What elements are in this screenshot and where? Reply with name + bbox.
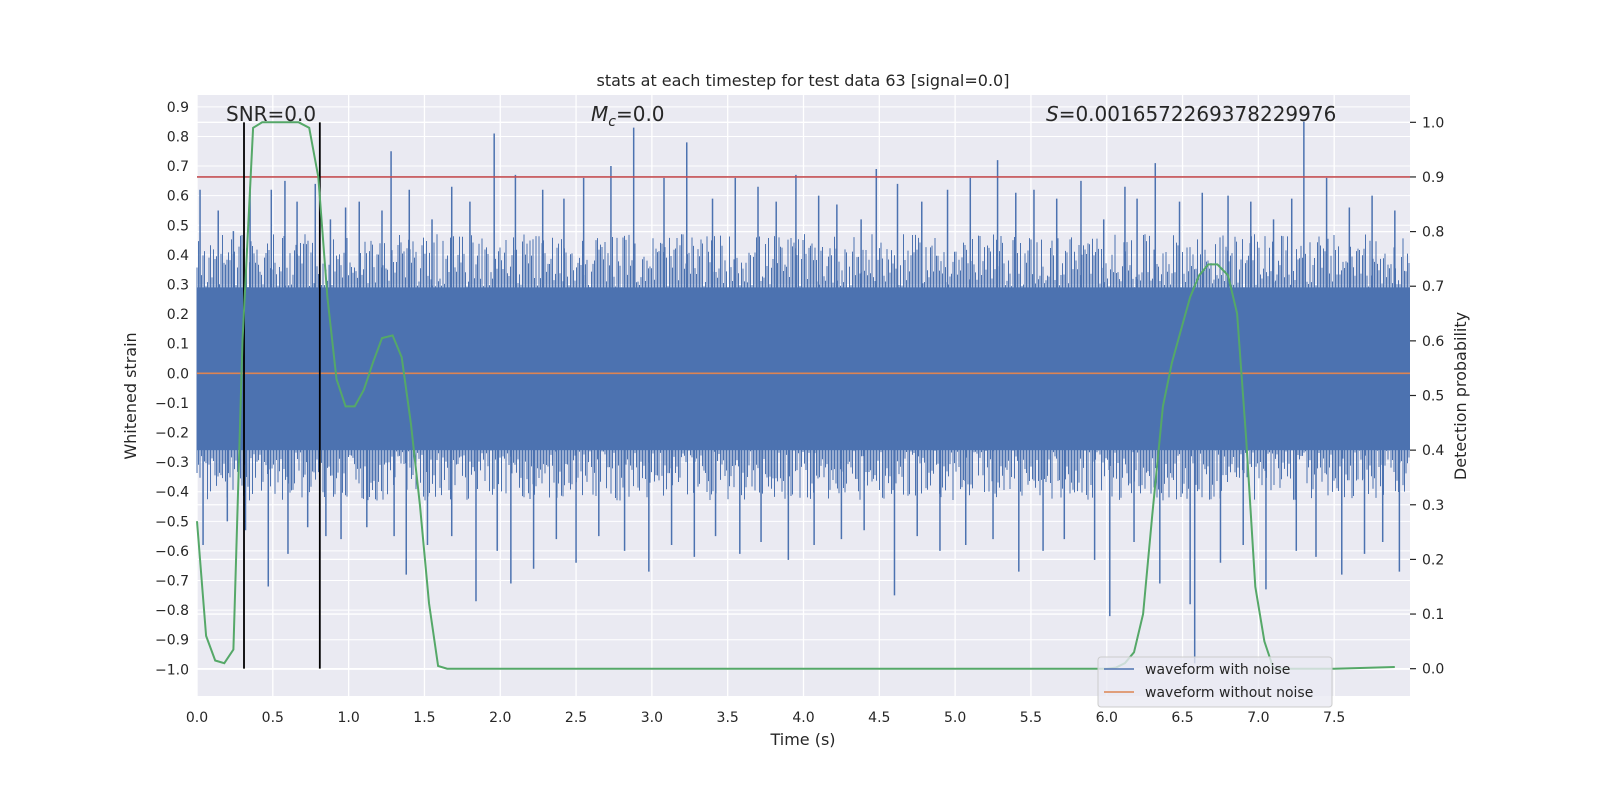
probability-line — [196, 121, 1395, 670]
y-left-tick-label: 0.5 — [167, 218, 189, 234]
chirp-mass-symbol: M — [591, 102, 608, 126]
y-right-tick-label: 0.9 — [1422, 170, 1444, 186]
x-tick-label: 0.5 — [262, 710, 284, 726]
x-tick-label: 2.5 — [565, 710, 587, 726]
score-symbol: S — [1046, 102, 1059, 126]
y-right-tick-label: 1.0 — [1422, 115, 1444, 131]
x-tick-label: 1.0 — [337, 710, 359, 726]
legend-box — [1097, 656, 1333, 708]
y-left-tick-label: 0.8 — [167, 129, 189, 145]
x-tick-label: 7.5 — [1323, 710, 1345, 726]
x-tick-label: 7.0 — [1247, 710, 1269, 726]
chart-title: stats at each timestep for test data 63 … — [597, 71, 1010, 90]
x-tick-label: 2.0 — [489, 710, 511, 726]
y-right-tick-label: 0.5 — [1422, 389, 1444, 405]
y-left-tick-label: 0.2 — [167, 307, 189, 323]
chirp-mass-value: =0.0 — [616, 102, 665, 126]
y-right-tick-label: 0.1 — [1422, 607, 1444, 623]
y-axis-left-label: Whitened strain — [121, 332, 140, 459]
y-left-tick-label: 0.0 — [167, 366, 189, 382]
y-axis-right-ticks: 1.0 0.9 0.8 0.7 0.6 0.5 0.4 0.3 0.2 0.1 0.0 — [1410, 115, 1444, 678]
x-tick-label: 4.5 — [868, 710, 890, 726]
legend-label-clean: waveform without noise — [1145, 685, 1313, 701]
x-axis-ticks: 0.0 0.5 1.0 1.5 2.0 2.5 3.0 3.5 4.0 4.5 5.0 5.5 6.0 6… — [186, 710, 1345, 726]
y-right-tick-label: 0.2 — [1422, 552, 1444, 568]
y-right-tick-label: 0.3 — [1422, 498, 1444, 514]
y-left-tick-label: 0.3 — [167, 277, 189, 293]
chirp-mass-annotation: Mc=0.0 — [591, 102, 665, 130]
x-tick-label: 4.0 — [792, 710, 814, 726]
y-left-tick-label: −0.9 — [155, 633, 189, 649]
y-left-tick-label: 0.9 — [167, 100, 189, 116]
y-left-tick-label: −0.5 — [155, 514, 189, 530]
series-waveform-with-noise — [196, 121, 1410, 664]
y-left-tick-label: 0.4 — [167, 248, 189, 264]
y-left-tick-label: −0.8 — [155, 603, 189, 619]
y-right-tick-label: 0.7 — [1422, 279, 1444, 295]
marker-lines — [243, 122, 321, 669]
y-left-tick-label: 0.1 — [167, 337, 189, 353]
legend: waveform with noise waveform without noi… — [1097, 656, 1333, 708]
y-right-tick-label: 0.8 — [1422, 225, 1444, 241]
y-right-tick-label: 0.4 — [1422, 443, 1444, 459]
x-tick-label: 5.5 — [1020, 710, 1042, 726]
y-left-tick-label: −0.6 — [155, 544, 189, 560]
y-left-tick-label: −0.7 — [155, 574, 189, 590]
legend-label-noise: waveform with noise — [1145, 662, 1290, 678]
y-left-tick-label: −0.2 — [155, 426, 189, 442]
snr-annotation: SNR=0.0 — [226, 102, 316, 126]
series-detection-probability — [196, 121, 1395, 670]
x-tick-label: 0.0 — [186, 710, 208, 726]
y-axis-left-ticks: 0.9 0.8 0.7 0.6 0.5 0.4 0.3 0.2 0.1 0.0 −0.1 −0.2 −0… — [155, 100, 189, 679]
y-left-tick-label: −0.1 — [155, 396, 189, 412]
y-left-tick-label: −1.0 — [155, 662, 189, 678]
score-annotation: S=0.0016572269378229976 — [1046, 102, 1336, 126]
x-tick-label: 6.0 — [1096, 710, 1118, 726]
x-tick-label: 3.0 — [641, 710, 663, 726]
x-tick-label: 6.5 — [1171, 710, 1193, 726]
chirp-mass-subscript: c — [608, 114, 616, 130]
y-left-tick-label: 0.7 — [167, 159, 189, 175]
y-right-tick-label: 0.0 — [1422, 662, 1444, 678]
x-axis-label: Time (s) — [769, 730, 835, 749]
score-value: =0.0016572269378229976 — [1059, 102, 1337, 126]
x-tick-label: 1.5 — [413, 710, 435, 726]
y-left-tick-label: −0.4 — [155, 485, 189, 501]
x-tick-label: 3.5 — [717, 710, 739, 726]
y-axis-right-label: Detection probability — [1451, 312, 1470, 480]
x-tick-label: 5.0 — [944, 710, 966, 726]
y-left-tick-label: −0.3 — [155, 455, 189, 471]
y-left-tick-label: 0.6 — [167, 189, 189, 205]
y-right-tick-label: 0.6 — [1422, 334, 1444, 350]
